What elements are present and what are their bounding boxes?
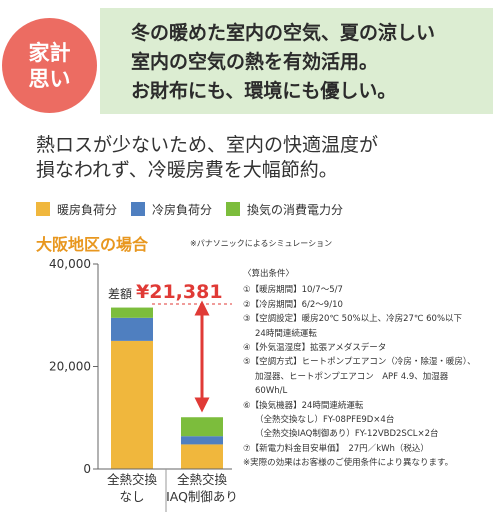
kakei-omoi-badge: 家計 思い bbox=[2, 18, 97, 113]
condition-line: （全熱交換なし）FY-08PFE9D×4台 bbox=[255, 415, 395, 426]
bar-segment bbox=[111, 307, 153, 318]
badge-line-1: 家計 bbox=[28, 40, 71, 65]
subtitle-line-1: 熱ロスが少ないため、室内の快適温度が bbox=[36, 134, 379, 156]
calculation-conditions: 〈算出条件〉 ①【暖房期間】10/7〜5/7 ②【冷房期間】6/2〜9/10 ③【空調… bbox=[243, 267, 491, 471]
difference-amount: ¥21,381 bbox=[136, 281, 223, 303]
bar-segment bbox=[181, 417, 223, 437]
banner-background bbox=[100, 8, 493, 114]
legend-heating: 暖房負荷分 bbox=[36, 201, 117, 218]
legend-swatch-heating bbox=[36, 202, 50, 216]
legend-label-cooling: 冷房負荷分 bbox=[152, 202, 213, 217]
difference-caption: 差額 bbox=[108, 287, 133, 301]
y-tick-label: 20,000 bbox=[49, 360, 91, 374]
subtitle: 熱ロスが少ないため、室内の快適温度が 損なわれず、冷暖房費を大幅節約。 bbox=[36, 133, 378, 183]
condition-line: （全熱交換IAQ制御あり）FY-12VBD2SCL×2台 bbox=[255, 429, 439, 440]
condition-line: ④【外気温湿度】拡張アメダスデータ bbox=[243, 343, 387, 354]
condition-line: 60Wh/L bbox=[255, 386, 288, 397]
condition-line: ③【空調設定】暖房20℃ 50%以上、冷房27℃ 60%以下 bbox=[243, 314, 463, 325]
y-tick-label: 40,000 bbox=[49, 257, 91, 271]
legend-cooling: 冷房負荷分 bbox=[131, 201, 212, 218]
condition-line: ⑤【空調方式】ヒートポンプエアコン（冷房・除湿・暖房）、 bbox=[243, 357, 476, 368]
condition-line: ①【暖房期間】10/7〜5/7 bbox=[243, 285, 343, 296]
bar-segment bbox=[111, 340, 153, 469]
y-tick-label: 0 bbox=[83, 462, 91, 476]
condition-line: 加湿器、ヒートポンプエアコン APF 4.9、加湿器 bbox=[255, 371, 449, 382]
condition-line: ②【冷房期間】6/2〜9/10 bbox=[243, 299, 343, 310]
legend-label-ventilation: 換気の消費電力分 bbox=[247, 202, 344, 217]
condition-line: 24時間連続運転 bbox=[255, 328, 317, 339]
section-title: 大阪地区の場合 bbox=[36, 235, 149, 254]
chart-legend: 暖房負荷分 冷房負荷分 換気の消費電力分 bbox=[36, 200, 357, 218]
condition-line: ※実際の効果はお客様のご使用条件により異なります。 bbox=[243, 458, 454, 469]
legend-label-heating: 暖房負荷分 bbox=[57, 202, 118, 217]
subtitle-line-2: 損なわれず、冷暖房費を大幅節約。 bbox=[36, 159, 338, 181]
bar-segment bbox=[111, 317, 153, 341]
x-tick-label: 全熱交換 bbox=[107, 472, 158, 487]
headline-line-2: 室内の空気の熱を有効活用。 bbox=[131, 51, 379, 73]
x-tick-label: 全熱交換 bbox=[177, 472, 228, 487]
condition-line: ⑦【新電力料金目安単価】 27円／kWh（税込） bbox=[243, 443, 429, 454]
bar-segment bbox=[181, 444, 223, 469]
banner-headline: 冬の暖めた室内の空気、夏の涼しい 室内の空気の熱を有効活用。 お財布にも、環境に… bbox=[131, 19, 486, 106]
section-note: ※パナソニックによるシミュレーション bbox=[190, 239, 333, 248]
legend-ventilation: 換気の消費電力分 bbox=[226, 201, 343, 218]
condition-line: ⑥【換気機器】24時間連続運転 bbox=[243, 400, 364, 411]
bar-segment bbox=[181, 436, 223, 445]
x-tick-label: なし bbox=[119, 489, 144, 504]
bar-chart: 40,000 20,000 0 全熱交換なし 全熱交換 IAQ制御あり bbox=[49, 257, 238, 512]
headline-line-3: お財布にも、環境にも優しい。 bbox=[131, 80, 397, 102]
condition-line: 〈算出条件〉 bbox=[243, 269, 295, 279]
x-tick-label: IAQ制御あり bbox=[166, 489, 238, 504]
difference-label: 差額 ¥21,381 bbox=[108, 281, 223, 303]
legend-swatch-cooling bbox=[131, 202, 146, 216]
badge-line-2: 思い bbox=[28, 66, 71, 91]
headline-line-1: 冬の暖めた室内の空気、夏の涼しい bbox=[131, 22, 436, 44]
legend-swatch-ventilation bbox=[226, 202, 241, 216]
